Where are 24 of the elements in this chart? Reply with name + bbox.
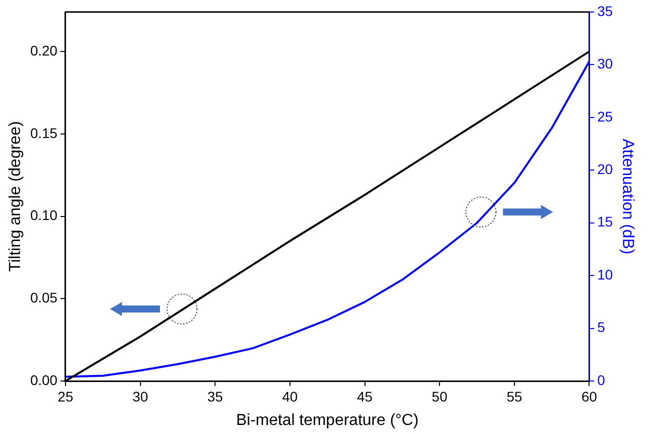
- x-axis-title: Bi-metal temperature (°C): [236, 412, 419, 429]
- x-tick-label: 30: [132, 388, 148, 404]
- y2-tick-label: 20: [597, 161, 614, 177]
- x-tick-label: 35: [207, 388, 224, 404]
- y-tick-label: 0.20: [30, 42, 58, 58]
- y2-tick-label: 10: [597, 266, 614, 282]
- y2-tick-label: 35: [597, 2, 614, 19]
- y2-tick-label: 30: [597, 56, 614, 72]
- x-tick-label: 25: [58, 388, 74, 404]
- y-tick-label: 0.15: [30, 124, 58, 141]
- x-tick-label: 45: [356, 388, 373, 404]
- y-tick-label: 0.10: [30, 207, 58, 224]
- y2-tick-label: 5: [597, 319, 606, 336]
- y-axis-title: Tilting angle (degree): [7, 121, 24, 272]
- y2-axis-title: Attenuation (dB): [618, 138, 636, 254]
- x-tick-label: 60: [581, 388, 598, 404]
- x-tick-label: 50: [432, 388, 448, 404]
- y2-tick-label: 25: [597, 108, 614, 124]
- x-tick-label: 55: [506, 388, 522, 404]
- y2-tick-label: 15: [597, 214, 614, 230]
- y-tick-label: 0.05: [30, 289, 58, 306]
- x-tick-label: 40: [282, 388, 298, 404]
- y2-tick-label: 0: [597, 372, 606, 388]
- y-tick-label: 0.00: [30, 372, 58, 388]
